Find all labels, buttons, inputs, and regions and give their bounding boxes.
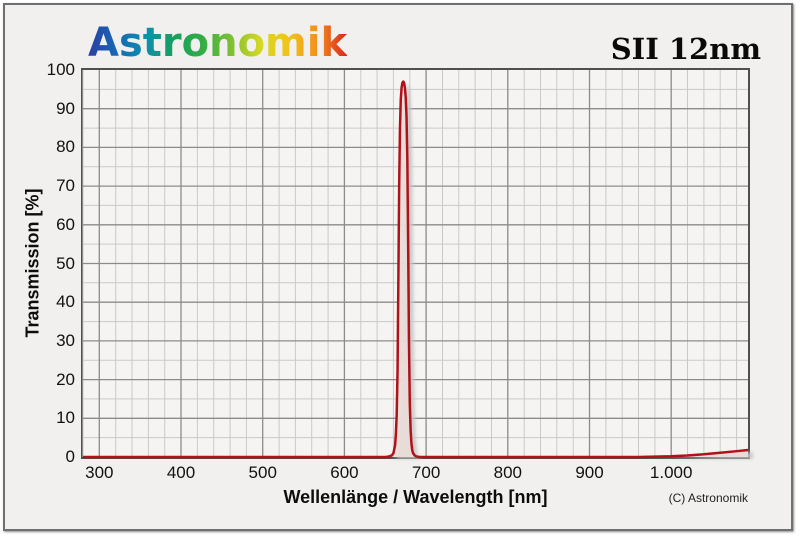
- plot-area: [81, 68, 753, 460]
- page-title: SII 12nm: [610, 32, 761, 66]
- y-tick-label: 30: [56, 330, 75, 350]
- x-tick-label: 500: [248, 463, 277, 482]
- x-axis-label: Wellenlänge / Wavelength [nm]: [283, 487, 548, 507]
- x-tick-label: 1.000: [649, 463, 693, 482]
- x-tick-label: 600: [330, 463, 359, 482]
- y-tick-label: 80: [56, 137, 75, 157]
- x-tick-label: 400: [166, 463, 196, 482]
- y-tick-label: 60: [56, 214, 75, 234]
- y-tick-label: 70: [56, 176, 75, 196]
- y-tick-label: 40: [56, 292, 75, 312]
- y-tick-label: 90: [56, 98, 75, 118]
- transmission-curve-svg: [82, 70, 753, 460]
- x-tick-label: 900: [575, 463, 604, 482]
- x-tick-label: 700: [411, 463, 441, 482]
- y-tick-label: 50: [56, 253, 75, 273]
- y-tick-label: 10: [56, 408, 75, 428]
- chart-window: Astronomik SII 12nm Transmission [%] Wel…: [3, 3, 793, 531]
- y-tick-label: 0: [65, 447, 75, 466]
- y-tick-label: 100: [46, 60, 75, 79]
- x-tick-label: 300: [85, 463, 114, 482]
- x-tick-label: 800: [493, 463, 522, 482]
- copyright-text: (C) Astronomik: [668, 491, 748, 505]
- chart-canvas: Astronomik SII 12nm Transmission [%] Wel…: [5, 5, 791, 529]
- y-tick-label: 20: [56, 369, 75, 389]
- brand-logo: Astronomik: [88, 20, 348, 66]
